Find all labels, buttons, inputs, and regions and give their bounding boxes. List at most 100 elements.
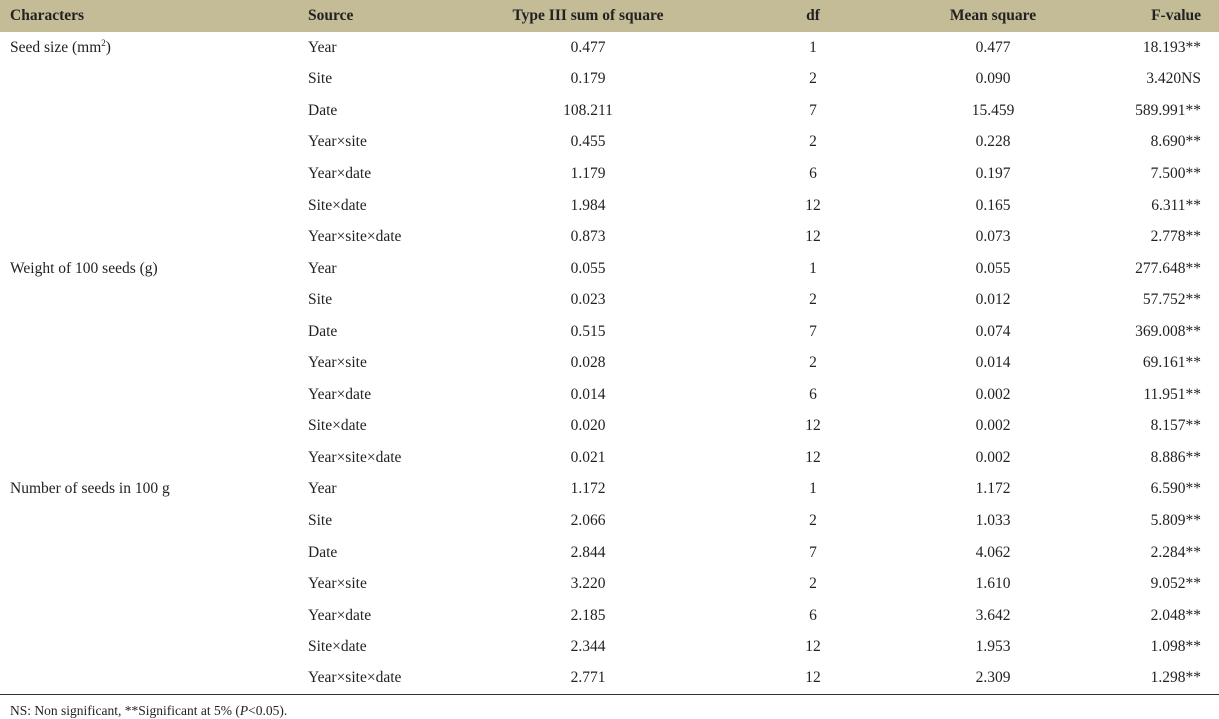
cell-source: Site×date: [308, 638, 367, 656]
cell-mean-square: 1.033: [975, 511, 1011, 529]
cell-mean-square: 1.953: [975, 638, 1011, 656]
cell-source: Site: [308, 291, 333, 309]
cell-f-value: 1.298**: [1078, 662, 1219, 695]
cell-f-value: 8.157**: [1150, 417, 1201, 435]
cell-mean-square: 1.610: [975, 575, 1011, 593]
table-row: Date 2.844 7 4.062 2.284**: [0, 537, 1219, 569]
cell-character: [0, 347, 308, 379]
cell-character: [0, 190, 308, 222]
cell-character: [0, 568, 308, 600]
cell-f-value: 8.886**: [1150, 448, 1201, 466]
cell-df: 6: [809, 606, 817, 624]
cell-character: Weight of 100 seeds (g): [0, 253, 308, 285]
cell-mean-square: 0.197: [975, 164, 1011, 182]
cell-source: Date: [308, 101, 338, 119]
header-df: df: [806, 7, 820, 24]
cell-source: Year×site: [308, 575, 367, 593]
cell-mean-square: 0.228: [975, 133, 1011, 151]
cell-sum-of-square: 1.179: [570, 164, 606, 182]
cell-character: [0, 537, 308, 569]
cell-sum-of-square: 1.984: [570, 196, 606, 214]
cell-sum-of-square: 2.844: [570, 543, 606, 561]
table-row: Year×date 1.179 6 0.197 7.500**: [0, 158, 1219, 190]
cell-character: [0, 284, 308, 316]
cell-df: 2: [809, 291, 817, 309]
cell-f-value: 2.048**: [1150, 606, 1201, 624]
cell-source: Year×date: [308, 164, 372, 182]
cell-mean-square: 0.165: [975, 196, 1011, 214]
cell-character: [0, 631, 308, 663]
table-row: Year×site×date 2.771 12 2.309 1.298**: [0, 662, 1219, 695]
table-row: Year×site 0.028 2 0.014 69.161**: [0, 347, 1219, 379]
cell-character: [0, 221, 308, 253]
cell-df: 6: [809, 385, 817, 403]
cell-source: Year×site×date: [308, 662, 458, 695]
cell-source: Year×date: [308, 606, 372, 624]
table-row: Year×site×date 0.873 12 0.073 2.778**: [0, 221, 1219, 253]
footnote-p: P: [239, 702, 249, 718]
cell-mean-square: 2.309: [908, 662, 1078, 695]
cell-sum-of-square: 0.455: [570, 133, 606, 151]
cell-mean-square: 0.090: [975, 70, 1011, 88]
cell-f-value: 1.098**: [1150, 638, 1201, 656]
cell-source: Site: [308, 70, 333, 88]
cell-sum-of-square: 0.020: [570, 417, 606, 435]
cell-mean-square: 4.062: [975, 543, 1011, 561]
cell-df: 12: [805, 196, 821, 214]
cell-source: Year×site×date: [308, 228, 402, 246]
cell-character: [0, 379, 308, 411]
cell-mean-square: 0.002: [975, 417, 1011, 435]
cell-sum-of-square: 0.477: [570, 38, 606, 56]
table-row: Year×site 0.455 2 0.228 8.690**: [0, 127, 1219, 159]
cell-f-value: 3.420NS: [1146, 70, 1201, 88]
cell-sum-of-square: 0.014: [570, 385, 606, 403]
cell-f-value: 6.590**: [1150, 480, 1201, 498]
cell-source: Year: [308, 480, 337, 498]
character-label: Seed size (mm: [10, 39, 102, 57]
cell-sum-of-square: 1.172: [570, 480, 606, 498]
cell-f-value: 6.311**: [1151, 196, 1201, 214]
header-f-value: F-value: [1151, 7, 1201, 24]
cell-source: Year×site: [308, 354, 367, 372]
header-source: Source: [308, 7, 354, 24]
cell-sum-of-square: 0.055: [570, 259, 606, 277]
table-row: Site×date 0.020 12 0.002 8.157**: [0, 411, 1219, 443]
table-row: Date 0.515 7 0.074 369.008**: [0, 316, 1219, 348]
cell-source: Year: [308, 38, 337, 56]
cell-character: [0, 95, 308, 127]
table-row: Date 108.211 7 15.459 589.991**: [0, 95, 1219, 127]
cell-sum-of-square: 0.179: [570, 70, 606, 88]
table-row: Year×site×date 0.021 12 0.002 8.886**: [0, 442, 1219, 474]
cell-sum-of-square: 2.344: [570, 638, 606, 656]
header-sum-of-square: Type III sum of square: [512, 7, 664, 24]
cell-character: [0, 316, 308, 348]
cell-source: Year×site: [308, 133, 367, 151]
cell-character: Number of seeds in 100 g: [0, 474, 308, 506]
cell-sum-of-square: 0.515: [570, 322, 606, 340]
cell-f-value: 18.193**: [1142, 38, 1201, 56]
cell-df: 7: [809, 543, 817, 561]
cell-f-value: 369.008**: [1135, 322, 1201, 340]
cell-f-value: 69.161**: [1142, 354, 1201, 372]
header-mean-square: Mean square: [949, 7, 1037, 24]
anova-table: Characters Source Type III sum of square…: [0, 0, 1219, 695]
table-row: Year×site 3.220 2 1.610 9.052**: [0, 568, 1219, 600]
cell-character: [0, 662, 308, 695]
cell-sum-of-square: 0.028: [570, 354, 606, 372]
table-row: Site×date 1.984 12 0.165 6.311**: [0, 190, 1219, 222]
cell-df: 2: [809, 133, 817, 151]
header-characters: Characters: [10, 7, 85, 24]
character-label: Weight of 100 seeds (g): [10, 259, 158, 277]
cell-mean-square: 0.477: [975, 38, 1011, 56]
cell-mean-square: 0.002: [975, 448, 1011, 466]
cell-source: Site×date: [308, 196, 367, 214]
cell-df: 6: [809, 164, 817, 182]
cell-mean-square: 15.459: [971, 101, 1015, 119]
cell-f-value: 11.951**: [1143, 385, 1201, 403]
table-header-row: Characters Source Type III sum of square…: [0, 0, 1219, 32]
cell-source: Site: [308, 511, 333, 529]
cell-sum-of-square: 2.771: [458, 662, 718, 695]
cell-sum-of-square: 3.220: [570, 575, 606, 593]
cell-sum-of-square: 2.185: [570, 606, 606, 624]
cell-df: 7: [809, 322, 817, 340]
